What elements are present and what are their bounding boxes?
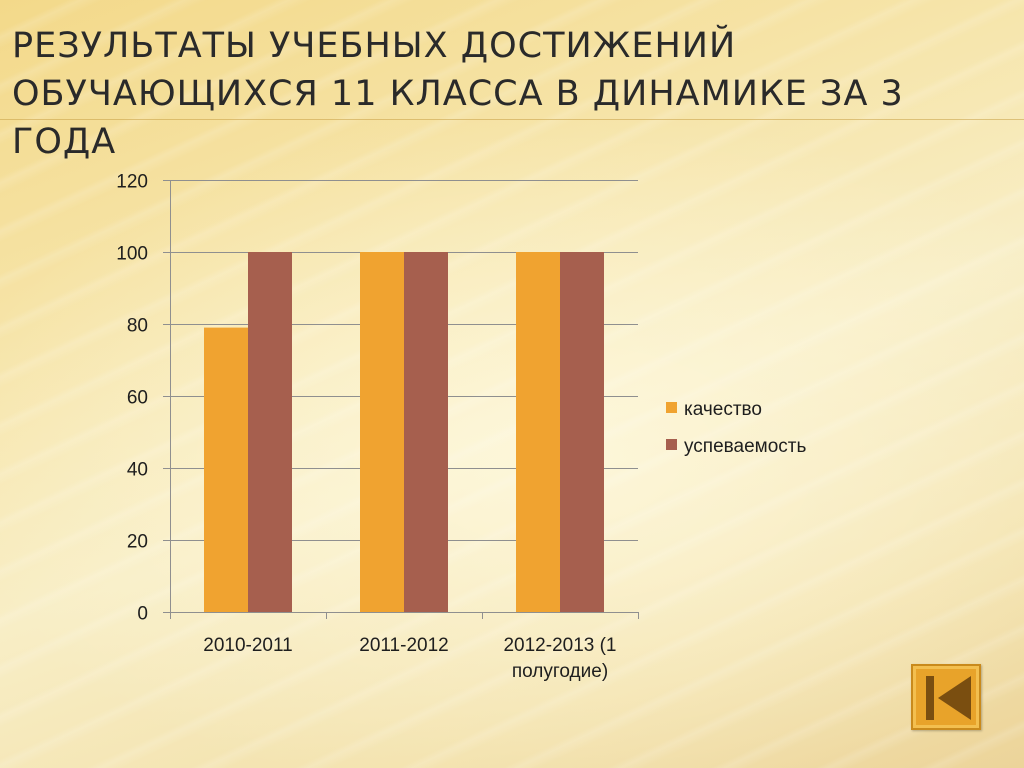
legend-label: качество [684, 399, 762, 420]
y-tick-label: 60 [127, 388, 148, 409]
skip-to-first-icon [926, 676, 971, 720]
skip-to-first-icon-arrow [938, 676, 971, 720]
back-to-first-slide-button[interactable] [911, 664, 981, 730]
y-tick-label: 120 [116, 172, 148, 193]
slide-title-line-2: ОБУЧАЮЩИХСЯ 11 КЛАССА В ДИНАМИКЕ ЗА 3 ГО… [12, 74, 904, 162]
y-tick-label: 80 [127, 316, 148, 337]
bar-качество-1 [204, 327, 248, 612]
x-tick-label: 2010-2011 [203, 635, 292, 656]
y-tick-label: 100 [116, 244, 148, 265]
x-axis-tick-labels: 2010-2011 2011-2012 2012-2013 (1 полугодие) [203, 635, 616, 682]
bar-успеваемость-2 [404, 252, 448, 612]
bar-успеваемость-3 [560, 252, 604, 612]
title-divider [0, 119, 1024, 120]
y-tick-label: 40 [127, 460, 148, 481]
bar-качество-3 [516, 252, 560, 612]
skip-to-first-icon-bar [926, 676, 934, 720]
axes [163, 180, 639, 619]
slide-title-line-1: РЕЗУЛЬТАТЫ УЧЕБНЫХ ДОСТИЖЕНИЙ [12, 26, 737, 66]
y-tick-label: 20 [127, 532, 148, 553]
bar-качество-2 [360, 252, 404, 612]
y-axis-tick-labels: 0 20 40 60 80 100 120 [116, 172, 148, 625]
x-tick-label: полугодие) [512, 661, 608, 682]
legend-label: успеваемость [684, 436, 806, 457]
slide-title: РЕЗУЛЬТАТЫ УЧЕБНЫХ ДОСТИЖЕНИЙ ОБУЧАЮЩИХС… [12, 22, 1012, 166]
x-tick-label: 2012-2013 (1 [503, 635, 616, 656]
legend: качество успеваемость [666, 399, 806, 457]
legend-swatch [666, 402, 677, 413]
y-tick-label: 0 [137, 604, 148, 625]
x-tick-label: 2011-2012 [359, 635, 448, 656]
bar-успеваемость-1 [248, 252, 292, 612]
legend-swatch [666, 439, 677, 450]
bars [204, 252, 604, 612]
